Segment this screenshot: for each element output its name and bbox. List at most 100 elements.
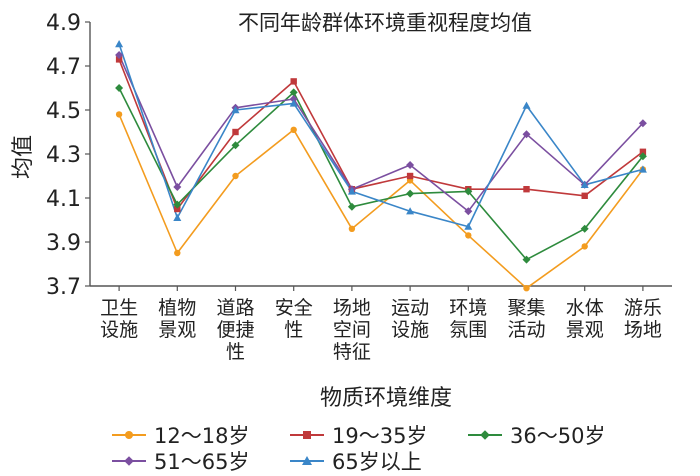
data-point <box>347 202 356 211</box>
y-tick-label: 3.9 <box>46 231 81 256</box>
data-point <box>289 99 298 107</box>
data-point <box>638 165 647 173</box>
data-point <box>289 88 298 97</box>
data-point <box>173 213 182 221</box>
series-line-3 <box>118 87 644 261</box>
data-point <box>232 172 239 180</box>
legend-label: 12～18岁 <box>154 424 250 448</box>
legend-item: 12～18岁 <box>112 420 249 450</box>
y-tick-label: 4.5 <box>46 99 81 124</box>
legend-swatch-marker <box>302 456 312 465</box>
y-tick-label: 4.9 <box>46 11 81 36</box>
data-point <box>348 225 356 232</box>
x-tick-label: 聚集活动 <box>507 297 545 341</box>
x-tick-label: 环境氛围 <box>449 297 487 341</box>
data-point <box>464 187 473 196</box>
data-point <box>115 84 124 92</box>
data-point <box>406 161 415 169</box>
legend-item: 65岁以上 <box>290 446 422 476</box>
legend-swatch <box>112 454 146 468</box>
data-point <box>580 224 589 233</box>
series-lines <box>118 43 644 290</box>
data-point <box>464 207 473 216</box>
data-point <box>523 186 530 193</box>
data-point <box>115 56 123 63</box>
data-point <box>231 106 240 114</box>
data-point <box>290 126 297 133</box>
legend-swatch <box>290 454 324 468</box>
data-point <box>465 232 472 239</box>
chart-title: 不同年龄群体环境重视程度均值 <box>238 11 532 35</box>
x-tick-label-line: 性 <box>284 319 303 341</box>
data-point <box>406 172 414 180</box>
x-tick-label-line: 运动 <box>391 297 429 319</box>
x-tick-label: 植物景观 <box>158 297 196 341</box>
data-point <box>232 128 239 136</box>
data-point <box>581 192 588 199</box>
x-tick-label: 卫生设施 <box>100 297 138 341</box>
data-point <box>115 51 124 59</box>
x-tick-label-line: 聚集 <box>507 297 545 319</box>
legend-label: 36～50岁 <box>510 424 606 448</box>
legend-label: 19～35岁 <box>332 424 428 448</box>
legend-label: 51～65岁 <box>154 450 250 474</box>
x-tick-label-line: 水体 <box>566 297 604 319</box>
series-line-5 <box>118 43 644 228</box>
x-tick-label-line: 特征 <box>333 341 371 363</box>
data-point <box>580 180 589 188</box>
x-tick-label-line: 氛围 <box>449 319 487 341</box>
x-tick-label-line: 道路 <box>216 297 254 319</box>
x-tick-label-line: 安全 <box>275 297 313 319</box>
y-tick-label: 4.1 <box>46 187 81 212</box>
legend-item: 19～35岁 <box>290 420 427 450</box>
x-tick-label: 安全性 <box>275 297 313 341</box>
data-point <box>406 207 415 215</box>
data-point <box>347 187 356 195</box>
x-tick-label-line: 性 <box>226 341 245 363</box>
y-tick-label: 3.7 <box>46 275 81 300</box>
legend-swatch-marker <box>480 430 490 440</box>
x-tick-label-line: 游乐 <box>624 297 662 319</box>
data-point <box>173 200 182 209</box>
data-point <box>174 249 181 257</box>
legend-swatch <box>112 428 146 442</box>
data-point <box>522 130 531 139</box>
legend-swatch-marker <box>303 431 311 439</box>
x-tick-label: 水体景观 <box>566 297 604 341</box>
legend-swatch-marker <box>124 456 134 466</box>
data-point <box>290 78 297 85</box>
data-point <box>231 141 240 150</box>
data-point <box>523 285 530 292</box>
x-tick-label-line: 景观 <box>158 319 196 341</box>
x-tick-label-line: 环境 <box>449 297 487 319</box>
legend: 12～18岁 19～35岁 36～50岁 51～65岁 65岁以上 <box>100 420 660 474</box>
x-tick-label-line: 场地 <box>624 319 662 341</box>
data-point <box>173 183 182 191</box>
y-axis-label: 均值 <box>11 135 36 179</box>
x-axis-label: 物质环境维度 <box>320 386 452 411</box>
legend-item: 51～65岁 <box>112 446 249 476</box>
x-tick-label-line: 设施 <box>100 319 138 341</box>
data-point <box>289 95 298 103</box>
data-point <box>639 148 647 155</box>
data-point <box>638 119 647 128</box>
series-line-2 <box>118 59 644 210</box>
data-point <box>406 189 415 198</box>
x-tick-label-line: 卫生 <box>100 297 138 319</box>
data-point <box>115 40 124 48</box>
x-tick-label-line: 便捷 <box>216 319 254 341</box>
data-point <box>115 111 123 118</box>
tick-labels: 3.73.94.14.34.54.74.9卫生设施植物景观道路便捷性安全性场地空… <box>46 11 662 363</box>
series-line-1 <box>118 114 644 290</box>
data-point <box>522 255 531 264</box>
y-tick-label: 4.3 <box>46 143 81 168</box>
legend-swatch <box>290 428 324 442</box>
data-point <box>522 101 531 109</box>
data-point <box>174 205 181 213</box>
data-point <box>638 152 647 161</box>
x-tick-label: 道路便捷性 <box>216 297 254 363</box>
legend-swatch <box>468 428 502 442</box>
x-tick-label-line: 空间 <box>333 319 371 341</box>
x-tick-label: 运动设施 <box>391 297 429 341</box>
